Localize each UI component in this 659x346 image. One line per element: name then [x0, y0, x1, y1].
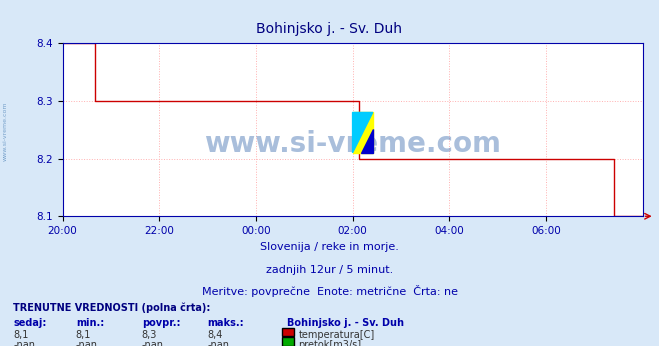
Text: 8,1: 8,1: [13, 330, 28, 340]
Text: sedaj:: sedaj:: [13, 318, 47, 328]
Text: Meritve: povprečne  Enote: metrične  Črta: ne: Meritve: povprečne Enote: metrične Črta:…: [202, 285, 457, 298]
Text: www.si-vreme.com: www.si-vreme.com: [204, 130, 501, 157]
Text: Bohinjsko j. - Sv. Duh: Bohinjsko j. - Sv. Duh: [256, 22, 403, 36]
Text: maks.:: maks.:: [208, 318, 244, 328]
Text: TRENUTNE VREDNOSTI (polna črta):: TRENUTNE VREDNOSTI (polna črta):: [13, 303, 211, 313]
Text: -nan: -nan: [208, 340, 229, 346]
Text: 8,1: 8,1: [76, 330, 91, 340]
Text: povpr.:: povpr.:: [142, 318, 180, 328]
Polygon shape: [360, 129, 373, 153]
Polygon shape: [353, 112, 373, 153]
Bar: [353, 112, 373, 153]
Text: 8,4: 8,4: [208, 330, 223, 340]
Text: min.:: min.:: [76, 318, 104, 328]
Text: zadnjih 12ur / 5 minut.: zadnjih 12ur / 5 minut.: [266, 265, 393, 275]
Text: pretok[m3/s]: pretok[m3/s]: [299, 340, 362, 346]
Text: www.si-vreme.com: www.si-vreme.com: [3, 102, 8, 161]
Text: -nan: -nan: [142, 340, 163, 346]
Text: Bohinjsko j. - Sv. Duh: Bohinjsko j. - Sv. Duh: [287, 318, 404, 328]
Text: -nan: -nan: [13, 340, 35, 346]
Text: 8,3: 8,3: [142, 330, 157, 340]
Text: -nan: -nan: [76, 340, 98, 346]
Text: Slovenija / reke in morje.: Slovenija / reke in morje.: [260, 242, 399, 252]
Text: temperatura[C]: temperatura[C]: [299, 330, 375, 340]
